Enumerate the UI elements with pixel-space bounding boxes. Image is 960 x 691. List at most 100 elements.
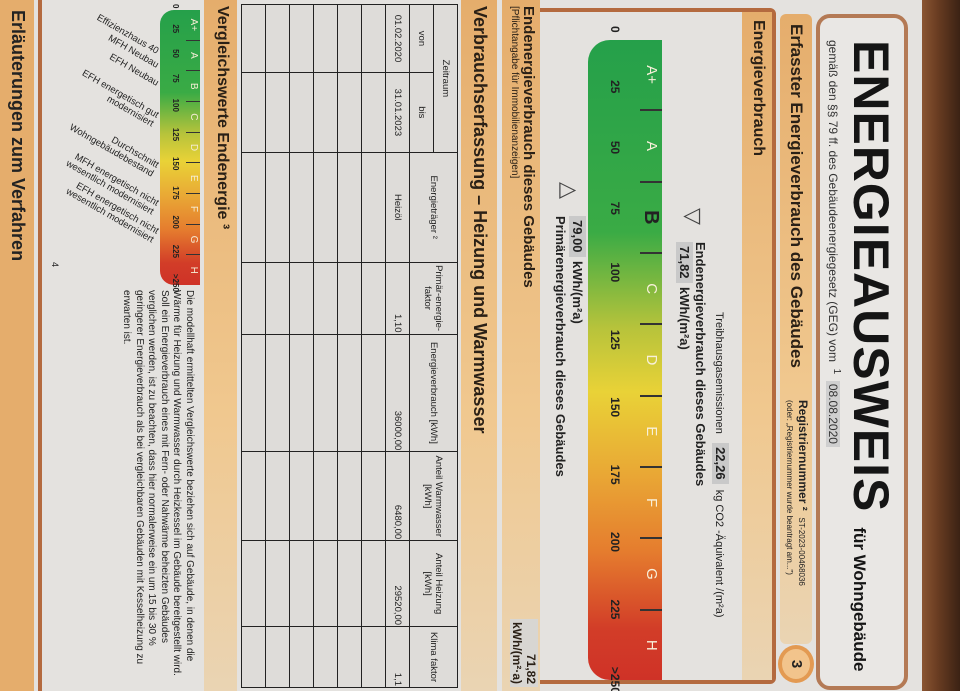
ghg-unit: kg CO2 -Äquivalent /(m²a) (713, 489, 725, 618)
bottom-band: Erläuterungen zum Verfahren (0, 0, 42, 691)
header-heizung: Anteil Heizung [kWh] (409, 540, 458, 627)
energy-tick-label: 225 (608, 599, 622, 620)
table-row (265, 4, 290, 688)
pointer-up-icon: △ (557, 182, 582, 199)
table-cell-von (337, 4, 362, 73)
table-cell-traeger (337, 152, 362, 263)
comparison-tick-label: 225 (171, 244, 180, 259)
table-row (313, 4, 338, 688)
header-bis: bis (409, 72, 434, 153)
energy-tick-label: >250 (608, 666, 622, 691)
footnote-ref: 1 (831, 368, 842, 375)
date: 08.08.2020 (826, 380, 840, 447)
primary-energy-unit: kWh/(m²a) (570, 261, 585, 324)
table-cell-bis (289, 72, 314, 153)
table-cell-verbrauch (289, 334, 314, 452)
comparison-tick-label: 0 (171, 4, 180, 9)
table-cell-von (265, 4, 290, 73)
table-row (337, 4, 362, 688)
header-energieverbrauch: Energieverbrauch [kWh] (409, 334, 458, 452)
table-cell-warmwasser (289, 451, 314, 541)
header-zeitraum: Zeitraum (433, 4, 458, 153)
bottom-heading: Erläuterungen zum Verfahren (8, 10, 28, 262)
table-cell-bis (241, 72, 266, 153)
comparison-class-4: D (186, 132, 200, 164)
final-energy-summary: Endenergieverbrauch dieses Gebäudes [Pfl… (502, 0, 540, 691)
comparison-tick-label: 175 (171, 186, 180, 200)
table-cell-warmwasser (361, 451, 386, 541)
table-cell-klima (337, 626, 362, 688)
energy-class-row: A+ A B C D E F G H (640, 40, 662, 680)
energy-class-0: A+ (640, 40, 662, 112)
table-cell-klima: 1,1 (385, 626, 410, 688)
header-energietraeger: Energieträger ² (409, 152, 458, 263)
registration: Registriernummer ² ST-2023-00468036 (796, 400, 810, 586)
title-suffix: für Wohngebäude (850, 527, 869, 672)
table-cell-bis (313, 72, 338, 153)
energy-class-3: C (640, 253, 662, 326)
summary-value-box: 71,82 kWh/(m²·a) (510, 619, 538, 687)
energy-class-7: G (640, 539, 662, 611)
primary-energy-value: 79,00 (569, 216, 586, 257)
footnote-number: 4 (50, 262, 60, 268)
table-cell-von (313, 4, 338, 73)
summary-note: [Pflichtangabe für Immobilienanzeigen] (509, 6, 520, 179)
header-warmwasser: Anteil Warmwasser [kWh] (409, 451, 458, 541)
table-cell-bis (361, 72, 386, 153)
table-cell-heizung: 29520,00 (385, 540, 410, 627)
table-cell-verbrauch (361, 334, 386, 452)
registration-value: ST-2023-00468036 (797, 517, 806, 586)
energy-class-6: F (640, 467, 662, 540)
page-number-badge: 3 (778, 645, 814, 683)
ghg-label: Treibhausgasemissionen (713, 312, 725, 434)
summary-unit: kWh/(m²·a) (510, 622, 524, 684)
table-cell-verbrauch (241, 334, 266, 452)
table-cell-traeger (361, 152, 386, 263)
table-cell-warmwasser (337, 451, 362, 541)
energy-tick-label: 0 (608, 26, 622, 33)
table-cell-verbrauch (313, 334, 338, 452)
title-box: ENERGIEAUSWEIS für Wohngebäude gemäß den… (816, 14, 908, 690)
table-cell-primaer (337, 262, 362, 334)
table-cell-warmwasser (313, 451, 338, 541)
table-cell-heizung (241, 540, 266, 627)
energy-tick-label: 50 (608, 140, 622, 155)
table-cell-heizung (289, 540, 314, 627)
table-cell-primaer: 1,10 (385, 262, 410, 334)
table-cell-traeger (313, 152, 338, 263)
energy-class-8: H (643, 639, 660, 651)
primary-energy-marker: △ 79,00 kWh/(m²a) Primärenergieverbrauch… (553, 182, 586, 477)
table-cell-primaer (361, 262, 386, 334)
table-cell-heizung (313, 540, 338, 627)
table-cell-heizung (337, 540, 362, 627)
comparison-class-row: A+ A B C D E F G H (186, 10, 200, 285)
comparison-tick-row: 0 25 50 75 100 125 150 175 200 225 >250 (171, 4, 180, 292)
registration-label: Registriernummer ² (796, 400, 810, 511)
comparison-tick-label: 50 (171, 49, 180, 58)
table-cell-verbrauch (337, 334, 362, 452)
table-cell-klima (265, 626, 290, 688)
energy-tick-label: 200 (608, 532, 622, 553)
final-energy-label: Endenergieverbrauch dieses Gebäudes (693, 242, 708, 487)
comparison-title: Vergleichswerte Endenergie ³ (204, 0, 237, 691)
wood-table (922, 0, 960, 691)
table-cell-klima (313, 626, 338, 688)
consumption-title: Verbrauchserfassung – Heizung und Warmwa… (461, 0, 497, 691)
table-cell-warmwasser (241, 451, 266, 541)
table-cell-warmwasser (265, 451, 290, 541)
table-row (241, 4, 266, 688)
table-cell-klima (361, 626, 386, 688)
comparison-class-3: C (186, 102, 200, 133)
comparison-class-8: H (188, 266, 199, 274)
table-cell-von: 01.02.2020 (385, 4, 410, 73)
energy-section-title: Energieverbrauch (742, 12, 772, 680)
comparison-class-1: A (186, 40, 200, 72)
energy-tick-row: 0 25 50 75 100 125 150 175 200 225 >250 (608, 26, 622, 691)
title-text: ENERGIEAUSWEIS (843, 40, 899, 513)
header-klimafaktor: Klima faktor (409, 626, 458, 688)
energy-section: Energieverbrauch Treibhausgasemissionen … (504, 8, 776, 691)
header-primaerenergiefaktor: Primär-energie-faktor (409, 262, 458, 334)
table-cell-verbrauch: 36000,00 (385, 334, 410, 452)
